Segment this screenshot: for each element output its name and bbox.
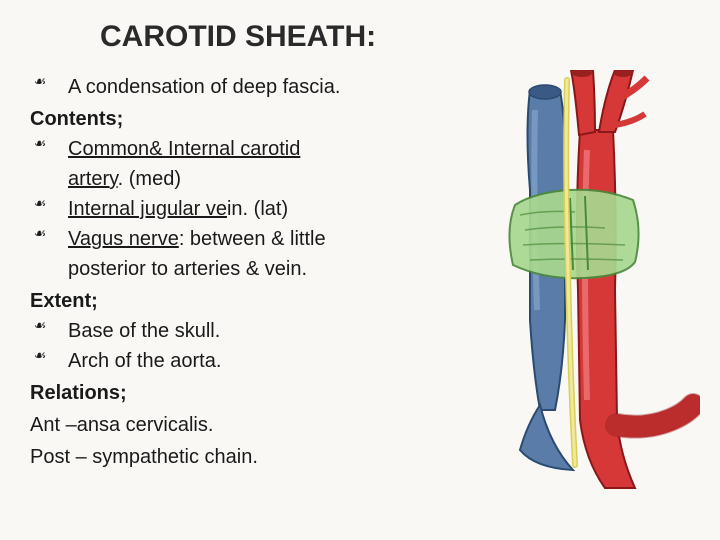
slide-title: CAROTID SHEATH: bbox=[100, 20, 690, 54]
text-line: artery. (med) bbox=[68, 164, 450, 194]
text-line: Common& Internal carotid bbox=[68, 134, 450, 164]
text-line: A condensation of deep fascia. bbox=[68, 72, 450, 102]
subheading: Relations; bbox=[30, 378, 450, 408]
vein-lower bbox=[520, 405, 573, 470]
artery-shape bbox=[571, 70, 693, 488]
bullet-item: ☙ Vagus nerve: between & little bbox=[30, 224, 450, 254]
bullet-icon: ☙ bbox=[30, 72, 50, 93]
bullet-continuation: artery. (med) bbox=[30, 164, 450, 194]
bullet-item: ☙ Common& Internal carotid bbox=[30, 134, 450, 164]
bullet-item: ☙ Internal jugular vein. (lat) bbox=[30, 194, 450, 224]
content-block: ☙ A condensation of deep fascia. Content… bbox=[30, 72, 450, 472]
text-line: Arch of the aorta. bbox=[68, 346, 450, 376]
subheading: Contents; bbox=[30, 104, 450, 134]
carotid-sheath-diagram bbox=[475, 70, 700, 500]
text-line: posterior to arteries & vein. bbox=[68, 254, 450, 284]
slide: CAROTID SHEATH: ☙ A condensation of deep… bbox=[0, 0, 720, 540]
bullet-icon: ☙ bbox=[30, 346, 50, 367]
text-line: Post – sympathetic chain. bbox=[30, 442, 450, 472]
bullet-item: ☙ Base of the skull. bbox=[30, 316, 450, 346]
sheath-band bbox=[509, 190, 638, 279]
bullet-icon: ☙ bbox=[30, 316, 50, 337]
bullet-item: ☙ A condensation of deep fascia. bbox=[30, 72, 450, 102]
bullet-icon: ☙ bbox=[30, 134, 50, 155]
bullet-icon: ☙ bbox=[30, 194, 50, 215]
text-line: Ant –ansa cervicalis. bbox=[30, 410, 450, 440]
bullet-continuation: posterior to arteries & vein. bbox=[30, 254, 450, 284]
text-line: Base of the skull. bbox=[68, 316, 450, 346]
subheading: Extent; bbox=[30, 286, 450, 316]
bullet-item: ☙ Arch of the aorta. bbox=[30, 346, 450, 376]
text-line: Vagus nerve: between & little bbox=[68, 224, 450, 254]
text-line: Internal jugular vein. (lat) bbox=[68, 194, 450, 224]
bullet-icon: ☙ bbox=[30, 224, 50, 245]
